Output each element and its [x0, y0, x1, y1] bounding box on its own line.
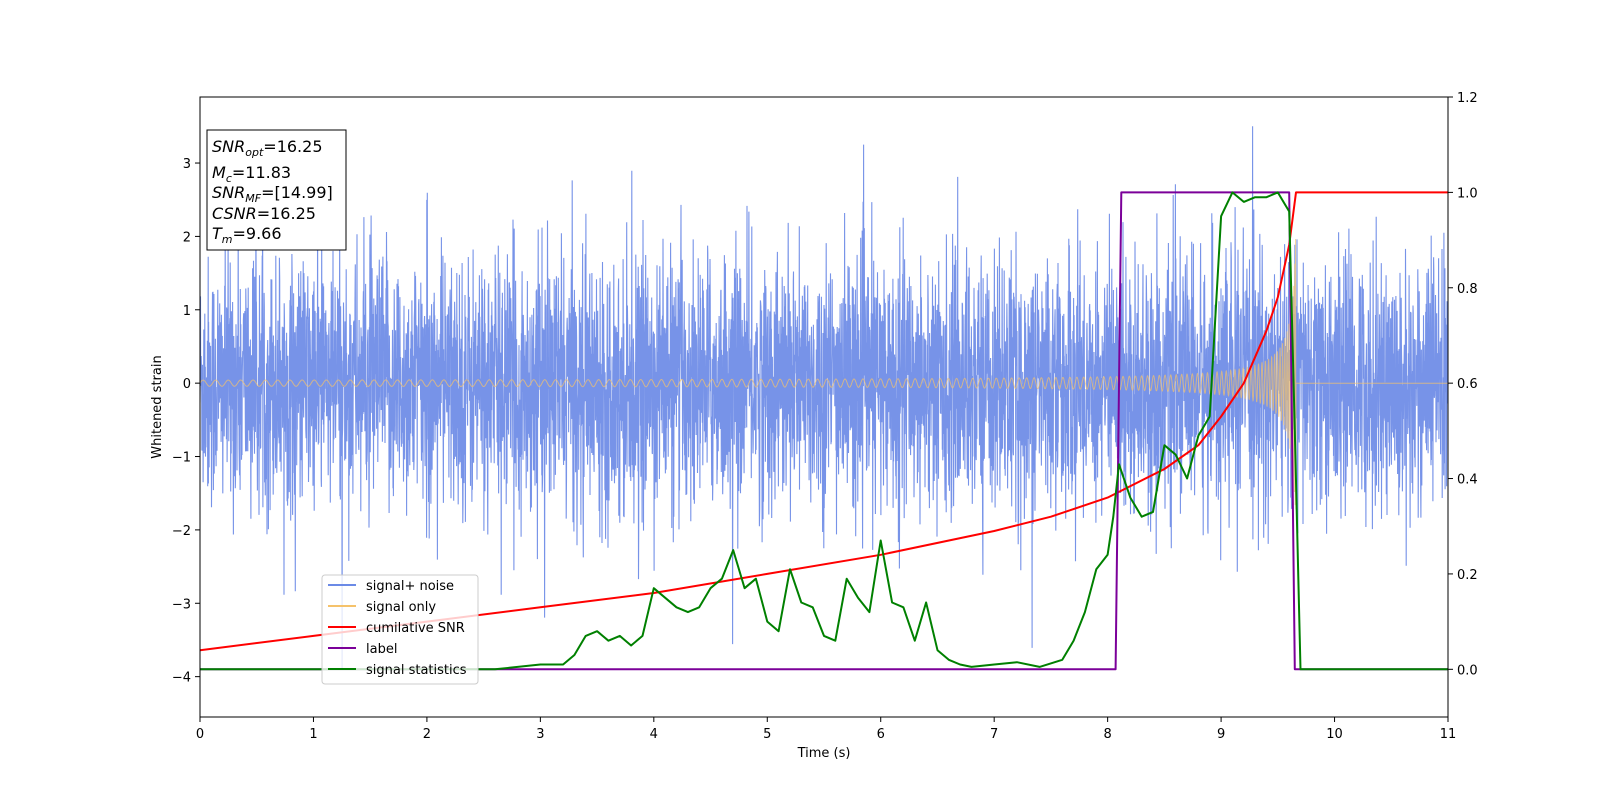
- x-tick-label: 11: [1440, 727, 1457, 742]
- y-right-tick-label: 0.6: [1457, 377, 1478, 392]
- x-tick-label: 1: [309, 727, 317, 742]
- x-axis-label: Time (s): [797, 746, 851, 761]
- x-tick-label: 3: [536, 727, 544, 742]
- y-left-tick-label: 0: [183, 377, 191, 392]
- x-tick-label: 9: [1217, 727, 1225, 742]
- y-left-tick-label: 3: [183, 157, 191, 172]
- y-right-tick-label: 1.2: [1457, 91, 1478, 106]
- annotation-snr-mf: SNRMF=[14.99]: [212, 183, 333, 205]
- y-axis-label: Whitened strain: [150, 355, 165, 458]
- y-axis-left: −4 −3 −2 −1 0 1 2 3: [172, 157, 200, 686]
- legend-label-signal-only: signal only: [366, 600, 436, 615]
- legend-label-label: label: [366, 642, 397, 657]
- plot-data-layer: [200, 126, 1448, 671]
- y-right-tick-label: 0.2: [1457, 568, 1478, 583]
- y-axis-right: 0.0 0.2 0.4 0.6 0.8 1.0 1.2: [1448, 91, 1478, 678]
- legend-label-cumulative-snr: cumilative SNR: [366, 621, 465, 636]
- y-left-tick-label: −3: [172, 597, 191, 612]
- legend-frame: [321, 574, 479, 685]
- series-signal-statistics: [200, 191, 1448, 671]
- x-tick-label: 0: [196, 727, 204, 742]
- x-tick-label: 7: [990, 727, 998, 742]
- legend: signal+ noise signal only cumilative SNR…: [321, 574, 479, 685]
- annotation-mc: Mc=11.83: [212, 163, 291, 185]
- legend-label-signal-noise: signal+ noise: [366, 579, 454, 594]
- x-axis: 0 1 2 3 4 5 6 7 8 9 10 11: [196, 717, 1456, 742]
- y-left-tick-label: 2: [183, 230, 191, 245]
- series-signal-only: [200, 238, 1448, 510]
- x-tick-label: 4: [650, 727, 658, 742]
- y-left-tick-label: −2: [172, 524, 191, 539]
- series-signal-noise: [200, 126, 1448, 670]
- y-right-tick-label: 0.4: [1457, 473, 1478, 488]
- x-tick-label: 10: [1326, 727, 1343, 742]
- annotation-box: SNRopt=16.25 Mc=11.83 SNRMF=[14.99] CSNR…: [206, 129, 347, 251]
- annotation-csnr: CSNR=16.25: [212, 204, 316, 223]
- plot-frame: [199, 96, 1449, 718]
- y-left-tick-label: −1: [172, 451, 191, 466]
- x-tick-label: 2: [423, 727, 431, 742]
- y-right-tick-label: 0.8: [1457, 282, 1478, 297]
- y-right-tick-label: 1.0: [1457, 186, 1478, 201]
- x-tick-label: 8: [1103, 727, 1111, 742]
- series-cumulative-snr: [200, 191, 1448, 652]
- y-right-tick-label: 0.0: [1457, 663, 1478, 678]
- legend-label-signal-statistics: signal statistics: [366, 663, 467, 678]
- annotation-snr-opt: SNRopt=16.25: [212, 137, 323, 159]
- x-tick-label: 6: [877, 727, 885, 742]
- y-left-tick-label: 1: [183, 304, 191, 319]
- annotation-frame: [206, 129, 347, 251]
- x-tick-label: 5: [763, 727, 771, 742]
- y-left-tick-label: −4: [172, 671, 191, 686]
- annotation-tm: Tm=9.66: [212, 224, 282, 246]
